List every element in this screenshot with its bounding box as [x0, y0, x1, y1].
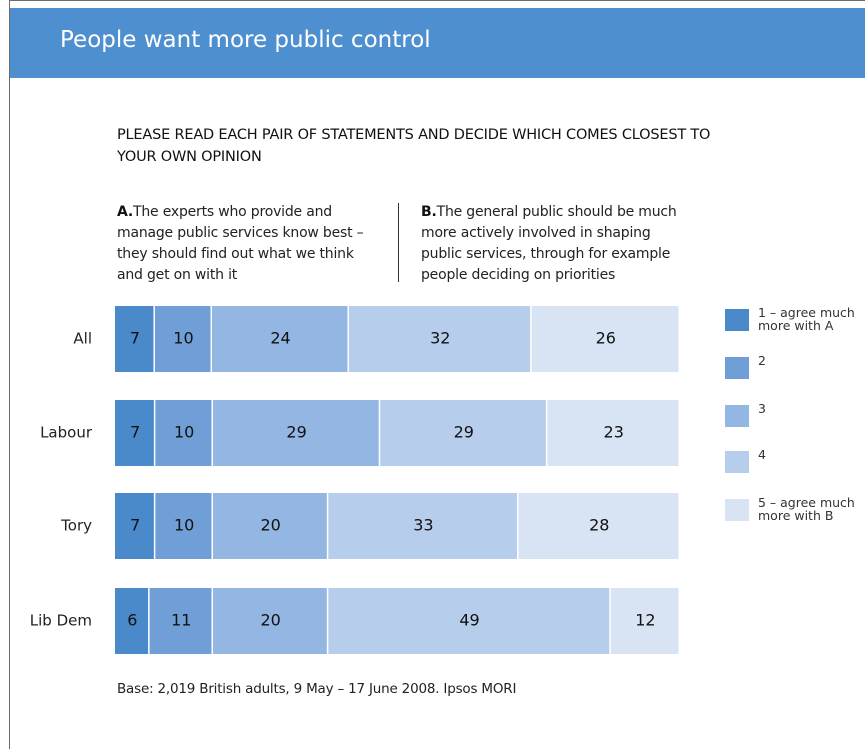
bar-segment: [380, 400, 546, 466]
bar-segment: [213, 493, 327, 559]
title-banner: People want more public control: [10, 8, 865, 78]
data-label: 7: [130, 516, 140, 535]
legend-label: 1 – agree much more with A: [758, 305, 855, 333]
data-label: 20: [260, 516, 280, 535]
bar-segment: [213, 588, 327, 654]
bar-segment: [518, 493, 679, 559]
statement-a-text: The experts who provide and manage publi…: [117, 204, 364, 283]
bar-segment: [328, 493, 518, 559]
bar-segment: [115, 400, 154, 466]
bar-segment: [531, 306, 679, 372]
data-label: 10: [174, 516, 194, 535]
data-label: 12: [635, 611, 655, 630]
data-label: 33: [413, 516, 433, 535]
legend-swatch: [725, 451, 749, 473]
bar-segment: [213, 400, 379, 466]
bar-segment: [212, 306, 348, 372]
data-label: 32: [430, 329, 450, 348]
category-label: All: [73, 330, 92, 348]
bar-segment: [115, 493, 154, 559]
legend-label: 5 – agree much more with B: [758, 495, 855, 523]
category-label: Lib Dem: [30, 612, 92, 630]
statement-a-marker: A.: [117, 204, 134, 220]
legend-label: 2: [758, 353, 766, 368]
category-label: Tory: [60, 517, 92, 535]
legend-label: 4: [758, 447, 766, 462]
legend-swatch: [725, 357, 749, 379]
data-label: 29: [286, 423, 306, 442]
category-label: Labour: [40, 424, 93, 442]
chart-frame: [9, 0, 865, 749]
data-label: 6: [127, 611, 137, 630]
data-label: 23: [604, 423, 624, 442]
data-label: 10: [173, 329, 193, 348]
bar-segment: [115, 306, 154, 372]
source-note: Base: 2,019 British adults, 9 May – 17 J…: [117, 681, 517, 697]
chart-title: People want more public control: [60, 27, 431, 53]
data-label: 7: [130, 423, 140, 442]
statement-divider: [398, 203, 399, 282]
bar-segment: [328, 588, 610, 654]
data-label: 29: [454, 423, 474, 442]
legend-swatch: [725, 499, 749, 521]
bar-segment: [155, 493, 212, 559]
legend-swatch: [725, 309, 749, 331]
bar-segment: [547, 400, 679, 466]
bar-segment: [610, 588, 679, 654]
bar-segment: [149, 588, 212, 654]
legend-label: 3: [758, 401, 766, 416]
statement-b: B.The general public should be much more…: [421, 202, 683, 286]
bar-segment: [115, 588, 149, 654]
statement-b-text: The general public should be much more a…: [421, 204, 677, 283]
data-label: 24: [270, 329, 290, 348]
statement-a: A.The experts who provide and manage pub…: [117, 202, 379, 286]
statement-b-marker: B.: [421, 204, 437, 220]
data-label: 20: [260, 611, 280, 630]
data-label: 7: [130, 329, 140, 348]
data-label: 28: [589, 516, 609, 535]
data-label: 10: [174, 423, 194, 442]
legend-swatch: [725, 405, 749, 427]
bar-segment: [154, 306, 211, 372]
data-label: 26: [596, 329, 616, 348]
bar-segment: [155, 400, 212, 466]
bar-segment: [348, 306, 531, 372]
data-label: 11: [171, 611, 191, 630]
data-label: 49: [459, 611, 479, 630]
survey-question: PLEASE READ EACH PAIR OF STATEMENTS AND …: [117, 127, 711, 165]
